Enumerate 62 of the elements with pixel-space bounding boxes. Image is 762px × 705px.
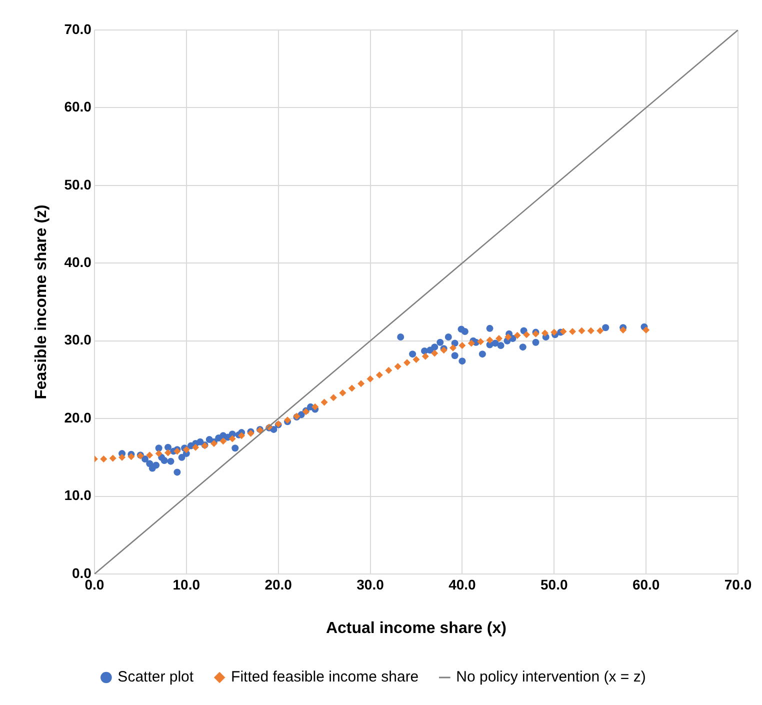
point bbox=[358, 380, 365, 388]
point bbox=[587, 327, 594, 334]
point bbox=[155, 450, 162, 458]
point bbox=[146, 452, 154, 459]
point bbox=[468, 340, 475, 347]
point bbox=[312, 403, 319, 410]
point bbox=[385, 366, 392, 374]
y-axis-title: Feasible income share (z) bbox=[33, 204, 50, 400]
point bbox=[376, 372, 383, 379]
point bbox=[569, 328, 576, 336]
y-tick-label: 40.0 bbox=[64, 254, 92, 270]
y-tick-label: 30.0 bbox=[64, 332, 92, 348]
point bbox=[422, 352, 429, 360]
x-axis-title: Actual income share (x) bbox=[326, 620, 506, 637]
y-tick-label: 10.0 bbox=[64, 487, 92, 504]
y-tick-label: 70.0 bbox=[64, 20, 92, 37]
x-tick-label: 40.0 bbox=[448, 576, 476, 592]
point bbox=[523, 331, 530, 338]
y-tick-label: 50.0 bbox=[64, 176, 92, 192]
point bbox=[578, 327, 586, 334]
point bbox=[404, 359, 411, 366]
point bbox=[192, 444, 200, 451]
point bbox=[495, 335, 502, 342]
point bbox=[320, 398, 328, 406]
point bbox=[164, 449, 172, 456]
legend-label: Fitted feasible income share bbox=[231, 668, 419, 686]
x-tick-label: 10.0 bbox=[172, 576, 200, 592]
point bbox=[458, 342, 466, 350]
point bbox=[348, 384, 356, 392]
y-tick-label: 20.0 bbox=[64, 409, 92, 426]
legend-label: No policy intervention (x = z) bbox=[456, 668, 646, 686]
point bbox=[100, 455, 108, 462]
point bbox=[220, 438, 227, 445]
point bbox=[550, 328, 558, 336]
point bbox=[514, 332, 521, 339]
point bbox=[330, 394, 337, 402]
point bbox=[560, 328, 567, 336]
point bbox=[541, 330, 548, 337]
point bbox=[642, 326, 650, 334]
point bbox=[109, 454, 116, 462]
y-tick-label: 60.0 bbox=[64, 98, 92, 115]
point bbox=[394, 363, 402, 370]
point bbox=[504, 333, 512, 340]
y-tick-label: 0.0 bbox=[72, 564, 92, 581]
point bbox=[118, 454, 126, 461]
point bbox=[431, 350, 438, 357]
point bbox=[450, 344, 456, 352]
x-tick-label: 50.0 bbox=[540, 576, 568, 592]
x-tick-label: 60.0 bbox=[632, 576, 660, 592]
point bbox=[477, 338, 484, 346]
point bbox=[412, 356, 420, 364]
point bbox=[339, 389, 346, 396]
point bbox=[366, 375, 374, 382]
legend-label: Scatter plot bbox=[118, 668, 194, 686]
x-tick-label: 70.0 bbox=[724, 576, 752, 592]
point bbox=[486, 336, 494, 344]
point bbox=[238, 432, 246, 440]
point bbox=[596, 327, 604, 334]
point bbox=[128, 453, 135, 460]
point bbox=[228, 435, 236, 442]
x-tick-label: 30.0 bbox=[356, 576, 384, 592]
x-tick-label: 20.0 bbox=[264, 576, 292, 592]
